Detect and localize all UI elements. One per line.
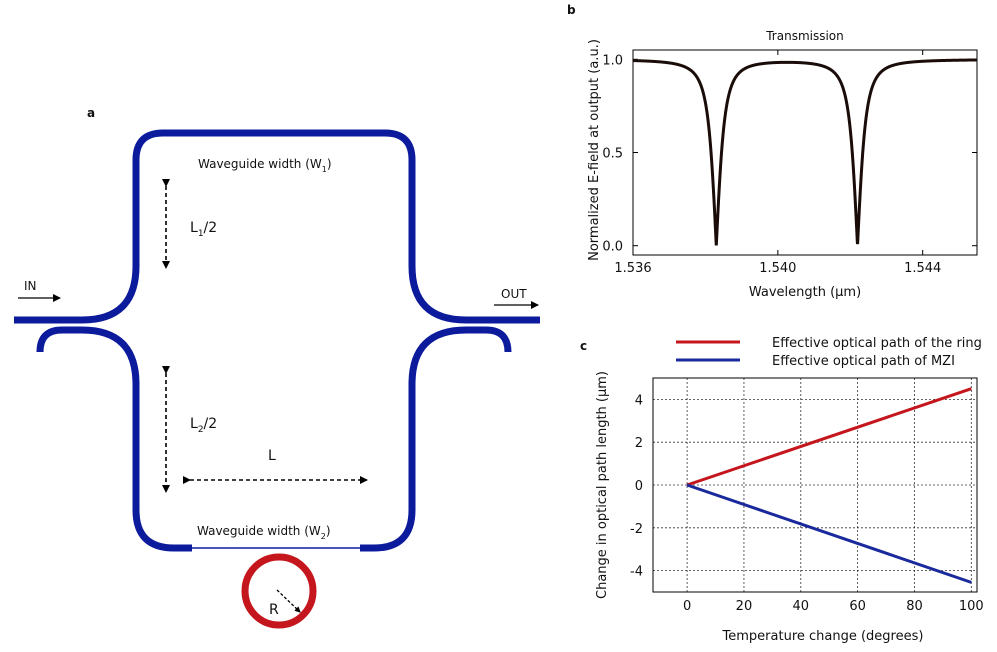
panel-c-ytick-label: 2 [635, 436, 643, 451]
l2-label: L2/2 [190, 416, 217, 435]
panel-b-ylabel: Normalized E-field at output (a.u.) [587, 39, 602, 261]
l1-label: L1/2 [190, 220, 217, 239]
ring-resonator [241, 553, 317, 629]
panel-c-plot-frame [652, 377, 978, 593]
panel-c-xtick-label: 20 [736, 599, 753, 614]
bottom-arm-waveguide-right [360, 326, 512, 552]
panel-c-xtick-label: 40 [793, 599, 810, 614]
panel-a-label: a [87, 106, 95, 120]
panel-b-ytick-label: 0.0 [602, 240, 623, 255]
panel-c-chart: c Effective optical path of the ring Effe… [580, 336, 984, 644]
panel-b-chart: b Transmission 1.536 1.540 1.5440.00.51.0 … [567, 3, 978, 300]
panel-c-ytick-label: -2 [630, 522, 643, 537]
bottom-waveguide-label: Waveguide width (W2) [197, 524, 331, 541]
panel-c-ytick-label: 0 [635, 479, 643, 494]
l-label: L [268, 448, 276, 464]
legend-entry-0: Effective optical path of the ring [772, 336, 982, 351]
panel-c-series-line-1 [686, 483, 972, 584]
top-waveguide-label: Waveguide width (W1) [198, 157, 332, 174]
panel-b-xlabel: Wavelength (μm) [749, 285, 861, 300]
panel-c-label: c [580, 339, 587, 353]
radius-label: R [269, 602, 279, 618]
panel-c-series-line-0 [686, 387, 972, 487]
panel-c-xtick-label: 60 [849, 599, 866, 614]
radius-arrow [276, 589, 301, 613]
panel-c-ytick-label: -4 [630, 565, 643, 580]
panel-b-ytick-label: 1.0 [602, 53, 623, 68]
in-label: IN [24, 279, 37, 293]
panel-c-ylabel: Change in optical path length (μm) [595, 371, 610, 599]
panel-a-diagram: a R IN OUT Waveguide width (W1) Waveguid… [14, 106, 540, 629]
panel-b-plot-frame [632, 49, 978, 256]
legend-entry-1: Effective optical path of MZI [772, 354, 955, 369]
panel-b-ytick-label: 0.5 [602, 147, 623, 162]
panel-c-xtick-label: 100 [959, 599, 984, 614]
panel-c-xtick-label: 0 [683, 599, 691, 614]
bottom-arm-waveguide [36, 326, 192, 552]
panel-b-label: b [567, 3, 576, 17]
transmission-curve [632, 58, 977, 246]
panel-b-xtick-label: 1.536 [614, 261, 651, 276]
panel-b-title: Transmission [765, 29, 844, 43]
panel-c-xtick-label: 80 [906, 599, 923, 614]
top-arm-waveguide [14, 129, 540, 324]
out-label: OUT [501, 287, 527, 301]
panel-c-xlabel: Temperature change (degrees) [722, 629, 924, 644]
panel-b-xtick-label: 1.544 [904, 261, 941, 276]
panel-c-ytick-label: 4 [635, 393, 643, 408]
panel-b-xtick-label: 1.540 [759, 261, 796, 276]
